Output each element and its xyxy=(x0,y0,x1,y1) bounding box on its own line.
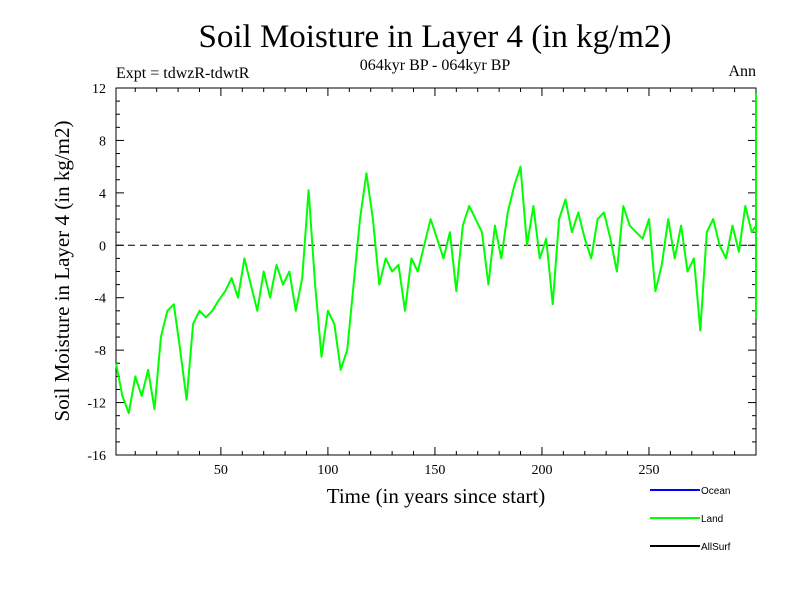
y-tick-label: -12 xyxy=(87,397,106,412)
x-tick-label: 200 xyxy=(531,463,552,478)
y-tick-label: 4 xyxy=(99,187,106,202)
y-tick-label: -16 xyxy=(87,449,106,464)
legend-label-land: Land xyxy=(701,514,723,525)
plot-area: 50 100 150 200 250 -16 -12 -8 -4 0 4 8 12 xyxy=(87,82,757,478)
y-tick-label: 12 xyxy=(92,82,106,97)
legend-label-ocean: Ocean xyxy=(701,486,730,497)
y-tick-label: 0 xyxy=(99,239,106,254)
x-tick-label: 250 xyxy=(638,463,659,478)
period-label: Ann xyxy=(728,63,756,80)
legend-label-allsurf: AllSurf xyxy=(701,542,731,553)
experiment-label: Expt = tdwzR-tdwtR xyxy=(116,65,250,82)
y-tick-label: -4 xyxy=(94,292,106,307)
x-tick-label: 100 xyxy=(317,463,338,478)
series-line-land xyxy=(115,93,757,415)
chart-title: Soil Moisture in Layer 4 (in kg/m2) xyxy=(199,19,672,55)
y-tick-label: -8 xyxy=(94,344,106,359)
x-tick-labels: 50 100 150 200 250 xyxy=(214,463,660,478)
minor-ticks xyxy=(116,88,756,455)
legend: Ocean Land AllSurf xyxy=(650,486,731,553)
y-tick-label: 8 xyxy=(99,134,106,149)
x-axis-label: Time (in years since start) xyxy=(327,484,546,508)
y-axis-label: Soil Moisture in Layer 4 (in kg/m2) xyxy=(50,121,74,422)
x-tick-label: 150 xyxy=(424,463,445,478)
y-tick-labels: -16 -12 -8 -4 0 4 8 12 xyxy=(87,82,106,464)
x-tick-label: 50 xyxy=(214,463,228,478)
chart-subtitle: 064kyr BP - 064kyr BP xyxy=(360,57,511,74)
